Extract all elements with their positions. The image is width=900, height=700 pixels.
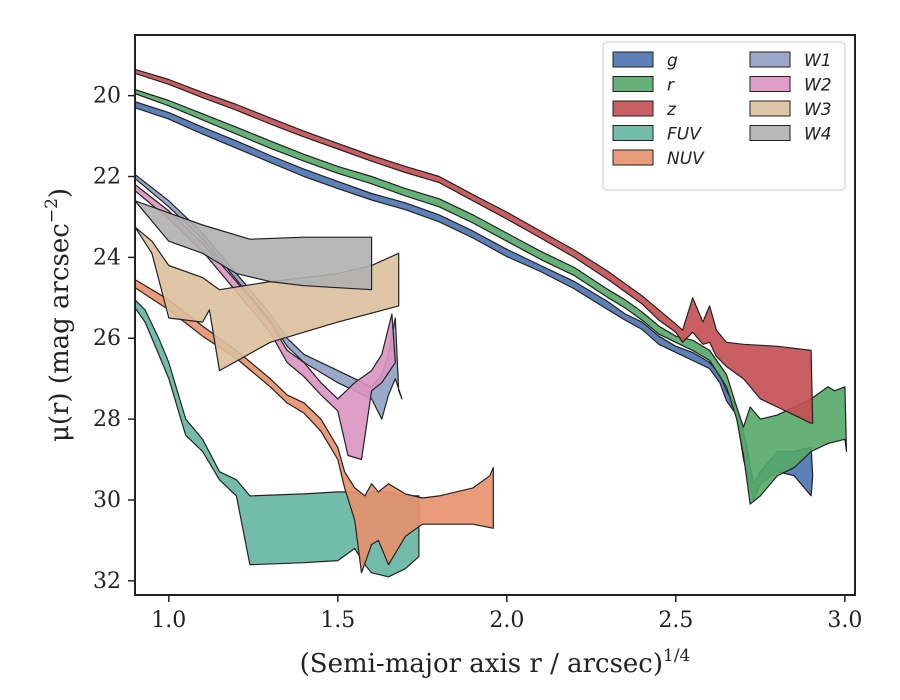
legend-label-z: z [666, 100, 677, 120]
y-tick-label: 32 [93, 569, 121, 594]
x-tick-label: 3.0 [827, 608, 862, 633]
x-tick-label: 1.5 [320, 608, 355, 633]
band-W4 [135, 200, 373, 291]
bands-layer [135, 68, 848, 578]
band-z [135, 68, 814, 424]
band-W3 [135, 226, 400, 372]
legend-label-FUV: FUV [667, 125, 702, 145]
legend-swatch-W2 [749, 76, 791, 92]
y-tick-label: 26 [93, 326, 121, 351]
band-NUV [135, 279, 494, 574]
legend-swatch-W3 [749, 100, 791, 117]
x-axis-label-exponent: 1/4 [663, 646, 690, 666]
legend: grz FUV NUV W1 W2 W3 W4 [602, 41, 846, 191]
legend-swatch-W4 [749, 125, 791, 141]
x-axis-label: (Semi-major axis r / arcsec)1/4 [300, 646, 691, 679]
legend-label-W2: W2 [804, 76, 832, 96]
legend-swatch-W1 [749, 51, 791, 68]
legend-label-W4: W4 [804, 125, 832, 145]
y-axis-label-exponent: −2 [42, 198, 62, 223]
y-axis-label-close: ) [45, 188, 75, 198]
x-tick-label: 2.5 [658, 608, 693, 633]
legend-swatch-g [612, 51, 654, 68]
y-tick-label: 20 [93, 84, 121, 109]
y-axis: 20 22 24 26 28 30 32 [93, 84, 135, 594]
plot-frame [134, 34, 856, 596]
band-FUV [135, 299, 420, 578]
legend-swatch-NUV [612, 149, 654, 166]
y-tick-label: 28 [93, 407, 121, 432]
legend-label-W1: W1 [804, 51, 832, 71]
legend-label-g: g [667, 51, 678, 71]
legend-swatch-r [612, 76, 654, 92]
legend-swatch-FUV [612, 125, 654, 141]
y-tick-label: 24 [93, 245, 121, 270]
band-r [135, 89, 848, 505]
legend-swatch-z [612, 100, 654, 117]
legend-label-W3: W3 [804, 100, 832, 120]
legend-label-NUV: NUV [667, 149, 705, 169]
legend-label-r: r [667, 76, 675, 96]
y-tick-label: 30 [93, 488, 121, 513]
y-tick-label: 22 [93, 165, 121, 190]
x-axis: 1.0 1.5 2.0 2.5 3.0 [151, 595, 862, 633]
x-tick-label: 1.0 [151, 608, 186, 633]
x-tick-label: 2.0 [489, 608, 524, 633]
y-axis-label: μ(r) (mag arcsec−2) [42, 188, 75, 442]
